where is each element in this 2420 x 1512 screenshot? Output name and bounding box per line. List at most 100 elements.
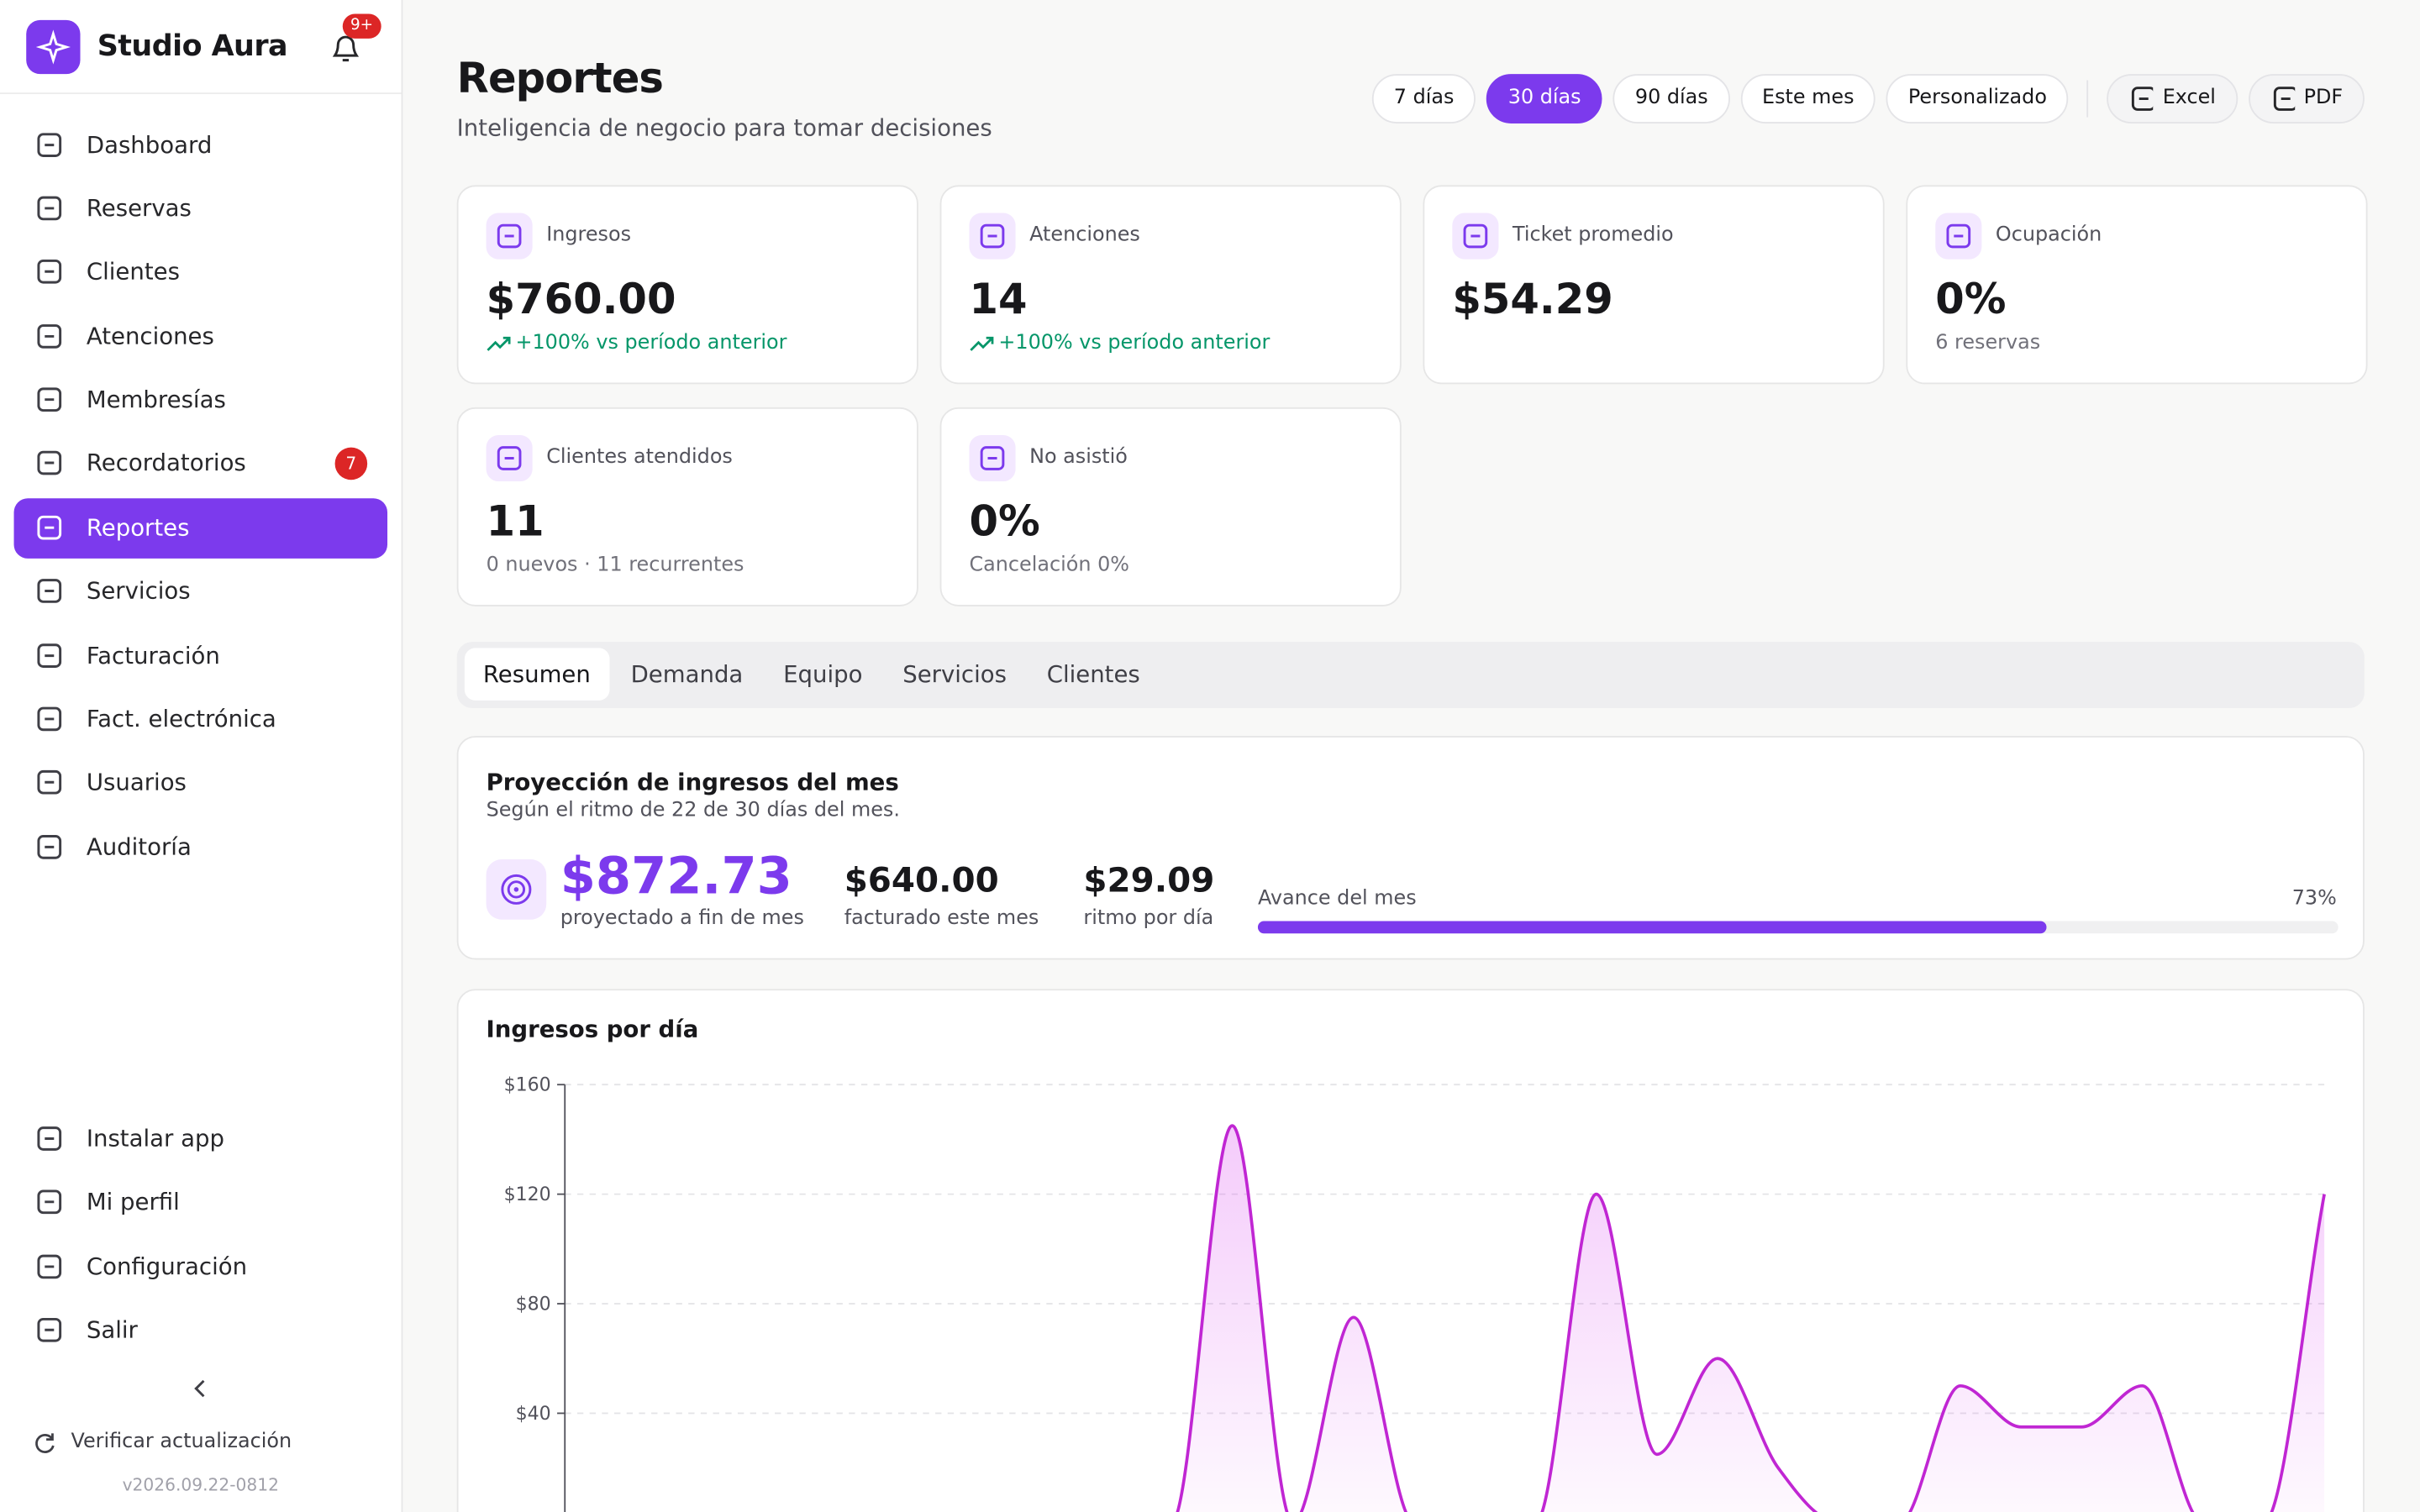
kpi-card: Ingresos $760.00 +100% vs período anterior [456, 185, 918, 385]
icon [37, 643, 62, 668]
chart: Ingresos por día $40 $80 $120 $160 [487, 1016, 2326, 1512]
range-pill[interactable]: Personalizado [1886, 74, 2069, 123]
billed-label: facturado este mes [844, 907, 1039, 931]
nav-item[interactable]: Reportes [13, 497, 388, 559]
range-pill[interactable]: 30 días [1486, 74, 1603, 123]
y-tick-label: $160 [504, 1075, 551, 1096]
nav-item[interactable]: Membresías [14, 370, 387, 431]
icon [37, 196, 62, 221]
export-button[interactable]: Excel [2107, 74, 2238, 123]
kpi-value: 0% [1935, 276, 2007, 324]
notification-badge: 9+ [342, 13, 381, 39]
page-title: Reportes [456, 55, 664, 104]
icon [37, 834, 62, 859]
nav-item[interactable]: Reservas [14, 179, 387, 239]
tab[interactable]: Clientes [1046, 660, 1140, 689]
kpi-card: Ocupación 0% 6 reservas [1906, 185, 2368, 385]
footer-item[interactable]: Configuración [34, 1251, 247, 1282]
export-button[interactable]: PDF [2248, 74, 2365, 123]
kpi-label: Ocupación [1995, 223, 2102, 247]
icon [497, 446, 522, 470]
icon [37, 1126, 62, 1151]
kpi-value: $760.00 [486, 276, 676, 324]
nav-item[interactable]: Usuarios [14, 753, 387, 814]
y-tick-label: $40 [516, 1404, 551, 1425]
brand: Studio Aura [97, 29, 288, 64]
kpi-note: +100% vs período anterior [515, 331, 787, 355]
nav-label: Reservas [86, 194, 192, 223]
icon [37, 260, 62, 285]
collapse[interactable] [188, 1376, 213, 1400]
kpi-icon [969, 434, 1016, 482]
icon [37, 451, 62, 476]
target-icon [486, 859, 547, 920]
nav-item[interactable]: Auditoría [14, 817, 387, 878]
kpi-note: 6 reservas [1935, 331, 2041, 355]
toolbar-divider [2086, 80, 2089, 118]
range-pill[interactable]: 90 días [1613, 74, 1730, 123]
bell[interactable] [326, 28, 366, 68]
nav-label: Reportes [86, 513, 190, 542]
tab[interactable]: Demanda [630, 660, 744, 689]
nav-item[interactable]: Dashboard [14, 115, 387, 176]
kpi-value: $54.29 [1452, 276, 1613, 324]
projected: $872.73 [560, 845, 792, 906]
icon [1946, 223, 1971, 249]
y-tick-label: $80 [516, 1294, 551, 1315]
projection-card: Proyección de ingresos del mes Según el … [456, 736, 2365, 960]
sidebar: Studio Aura 9+ Dashboard Reservas Clientes… [0, 0, 403, 1512]
trend-icon [970, 336, 994, 351]
progress-value: 73% [2291, 887, 2337, 911]
nav-label: Servicios [86, 577, 191, 606]
daily-label: ritmo por día [1083, 907, 1214, 931]
range-pill[interactable]: 7 días [1372, 74, 1476, 123]
progress-track [1257, 921, 2338, 934]
kpi-value: 11 [486, 498, 544, 547]
nav-item[interactable]: Facturación [14, 626, 387, 686]
export-label: Excel [2162, 86, 2216, 110]
kpi-card: No asistió 0% Cancelación 0% [939, 407, 1402, 606]
kpi-label: Ingresos [546, 223, 632, 247]
nav-item[interactable]: Atenciones [14, 307, 387, 367]
range-pill[interactable]: Este mes [1740, 74, 1876, 123]
tab[interactable]: Equipo [783, 660, 863, 689]
icon [980, 223, 1005, 249]
nav-item[interactable]: Clientes [14, 243, 387, 303]
update[interactable]: Verificar actualización [71, 1430, 292, 1454]
projection-title: Proyección de ingresos del mes [486, 768, 899, 796]
nav-label: Recordatorios [86, 449, 246, 478]
divider [0, 92, 402, 95]
kpi-icon [486, 213, 533, 260]
nav-label: Membresías [86, 386, 226, 414]
nav-label: Facturación [86, 641, 220, 669]
nav-item[interactable]: Recordatorios 7 [14, 434, 387, 495]
icon [37, 1317, 62, 1342]
icon [37, 1253, 62, 1278]
chart-title: Ingresos por día [487, 1016, 699, 1042]
page-subtitle: Inteligencia de negocio para tomar decis… [456, 113, 992, 142]
icon [2273, 87, 2295, 111]
icon [37, 1190, 62, 1215]
icon [980, 446, 1005, 470]
footer-item[interactable]: Mi perfil [34, 1187, 180, 1218]
footer-item[interactable]: Instalar app [34, 1123, 224, 1154]
logo [26, 19, 81, 75]
nav-label: Atenciones [86, 322, 214, 350]
nav-item[interactable]: Servicios [14, 562, 387, 622]
kpi-card: Ticket promedio $54.29 [1423, 185, 1885, 385]
export-label: PDF [2303, 86, 2344, 110]
tab[interactable]: Servicios [902, 660, 1007, 689]
kpi-value: 14 [969, 276, 1028, 324]
projection-subtitle: Según el ritmo de 22 de 30 días del mes. [486, 799, 900, 822]
y-tick-label: $120 [504, 1184, 551, 1205]
nav-label: Auditoría [86, 832, 192, 861]
footer-item[interactable]: Salir [34, 1315, 138, 1346]
tab[interactable]: Resumen [464, 648, 609, 701]
version: v2026.09.22-0812 [122, 1474, 279, 1495]
nav-item[interactable]: Fact. electrónica [14, 690, 387, 750]
target [501, 874, 532, 905]
kpi-note: +100% vs período anterior [998, 331, 1270, 355]
kpi-note: Cancelación 0% [969, 554, 1129, 577]
kpi-card: Clientes atendidos 11 0 nuevos · 11 recurr… [456, 407, 918, 606]
